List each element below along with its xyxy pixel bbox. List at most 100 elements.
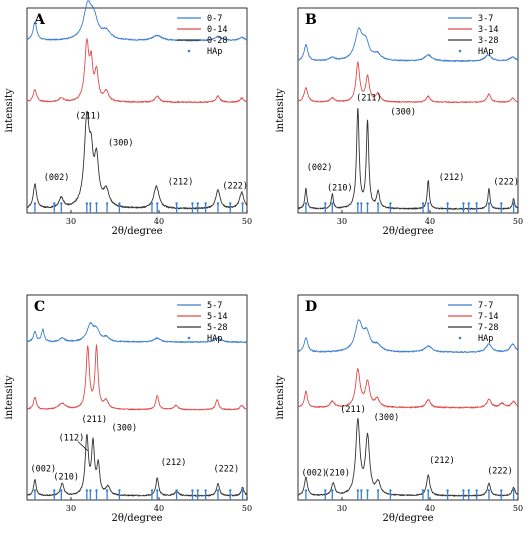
panel-title: B (305, 12, 317, 28)
peak-annotation: (300) (374, 413, 400, 423)
panel-title: D (305, 299, 317, 315)
plot-frame (26, 294, 248, 501)
hap-reference-point (216, 202, 220, 205)
hap-reference-point (89, 202, 92, 205)
hap-reference-point (487, 202, 491, 205)
legend-label: 7-28 (478, 323, 498, 333)
series-line-0-14 (26, 38, 248, 104)
legend-label: HAp (207, 334, 222, 344)
hap-reference-point (446, 202, 449, 205)
panel-title: A (33, 12, 46, 28)
hap-reference-point (366, 489, 369, 492)
x-tick-label: 30 (66, 504, 76, 513)
hap-reference-point (196, 489, 199, 492)
panel-a: 30 40 50 2θ/degree intensity A (002) (211) (300)… (4, 0, 252, 237)
legend-label: 3-28 (478, 36, 498, 46)
peak-annotation: (211) (340, 405, 366, 415)
legend-label: 3-7 (478, 14, 493, 24)
legend-label: 0-28 (207, 36, 227, 46)
hap-reference-point (304, 202, 308, 205)
y-axis-label: intensity (4, 88, 15, 132)
hap-reference-point (191, 202, 194, 205)
hap-reference-point (427, 489, 430, 492)
hap-reference-point (85, 202, 89, 205)
legend-label: HAp (207, 47, 222, 57)
x-axis-label: 2θ/degree (111, 226, 162, 237)
hap-reference-point (204, 489, 207, 492)
hap-reference-point (229, 489, 232, 492)
series-line-3-7 (297, 27, 519, 62)
hap-reference-point (89, 489, 92, 492)
hap-reference-point (105, 489, 109, 492)
hap-reference-point (500, 489, 503, 492)
peak-annotation: (210) (53, 473, 79, 483)
x-tick-label: 40 (154, 504, 164, 513)
legend-label: HAp (478, 334, 493, 344)
x-axis-label: 2θ/degree (111, 513, 162, 524)
hap-reference-point (118, 202, 121, 205)
legend-label: 5-28 (207, 323, 227, 333)
hap-reference-point (156, 489, 159, 492)
y-axis-label: intensity (275, 88, 286, 132)
hap-reference-point (241, 489, 244, 492)
hap-reference-point (356, 489, 360, 492)
peak-annotation: (112) (59, 434, 85, 444)
hap-reference-point (33, 202, 37, 205)
peak-annotation: (300) (108, 138, 134, 148)
legend-marker (458, 49, 462, 53)
panel-title: C (34, 299, 45, 315)
hap-reference-point (421, 489, 425, 492)
hap-reference-point (467, 202, 470, 205)
peak-annotation: (212) (439, 173, 465, 183)
hap-reference-point (331, 202, 334, 205)
legend-label: 0-7 (207, 14, 222, 24)
hap-reference-point (389, 202, 392, 205)
hap-reference-point (512, 489, 515, 492)
hap-reference-point (105, 202, 109, 205)
hap-reference-point (462, 202, 465, 205)
peak-annotation: (222) (214, 464, 240, 474)
hap-reference-point (196, 202, 199, 205)
peak-annotation: (211) (356, 93, 382, 103)
series-line-5-28 (26, 434, 248, 497)
peak-annotation: (002) (302, 468, 328, 478)
hap-reference-point (60, 489, 63, 492)
x-tick-label: 50 (242, 217, 252, 226)
hap-reference-point (427, 202, 430, 205)
peak-annotation: (211) (75, 112, 101, 122)
hap-reference-point (229, 202, 232, 205)
legend-label: HAp (478, 47, 493, 57)
x-axis-label: 2θ/degree (382, 513, 433, 524)
legend-marker (187, 49, 191, 53)
series-line-5-7 (26, 321, 248, 344)
panel-c: 30 40 50 2θ/degree intensity C (002)(210) (112)… (4, 294, 252, 524)
hap-reference-point (150, 489, 154, 492)
peak-annotation: (222) (222, 181, 248, 191)
hap-reference-point (60, 202, 63, 205)
hap-reference-point (156, 202, 159, 205)
plot-frame (297, 294, 519, 501)
hap-reference-point (324, 202, 327, 205)
plot-frame (26, 7, 248, 214)
peak-annotation: (002) (31, 464, 57, 474)
hap-reference-point (389, 489, 392, 492)
legend-label: 0-14 (207, 25, 227, 35)
series-line-0-7 (26, 0, 248, 42)
peak-annotation: (212) (168, 177, 194, 187)
hap-reference-point (95, 202, 98, 205)
x-tick-label: 40 (425, 504, 435, 513)
legend-label: 7-14 (478, 312, 498, 322)
hap-reference-point (360, 202, 363, 205)
legend-label: 5-7 (207, 301, 222, 311)
peak-annotation: (212) (429, 456, 455, 466)
peak-annotation: (002) (44, 173, 70, 183)
peak-annotation: (300) (390, 108, 416, 118)
hap-reference-point (467, 489, 470, 492)
peak-annotation: (212) (161, 458, 187, 468)
series-line-3-14 (297, 61, 519, 104)
peak-annotation: (222) (493, 177, 519, 187)
legend-label: 5-14 (207, 312, 227, 322)
hap-reference-point (324, 489, 327, 492)
plot-frame (297, 7, 519, 214)
hap-reference-point (33, 489, 37, 492)
